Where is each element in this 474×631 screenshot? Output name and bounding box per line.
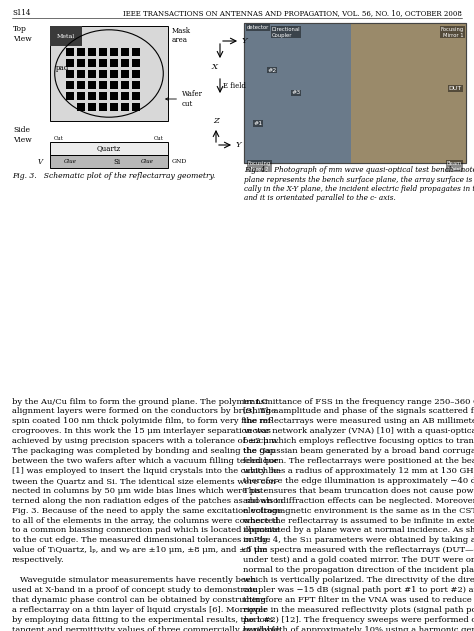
Text: X: X [212,63,218,71]
Bar [66,92,74,100]
Bar [50,26,168,121]
Bar [110,48,118,56]
Text: Fig. 4.   Photograph of mm wave quasi-optical test bench—note that the Y-Z
plane: Fig. 4. Photograph of mm wave quasi-opti… [244,166,474,203]
Text: Y: Y [236,141,241,149]
Bar [77,48,85,56]
Text: Wafer
cut: Wafer cut [166,90,203,108]
Bar [244,23,466,163]
Bar [77,92,85,100]
Text: DUT: DUT [449,86,462,91]
Bar [88,48,96,56]
Text: #3: #3 [292,90,301,95]
Text: Cut: Cut [54,136,64,141]
Text: Z: Z [213,117,219,125]
Bar [110,103,118,111]
Text: Directional
Coupler: Directional Coupler [272,27,301,38]
Bar [66,48,74,56]
Text: Glue: Glue [64,159,77,164]
Bar [88,70,96,78]
Text: detector: detector [247,25,269,30]
Text: Top
View: Top View [13,25,32,43]
Bar [50,155,168,168]
Bar [132,48,140,56]
Bar [110,59,118,67]
Text: Mask
area: Mask area [172,27,191,44]
Text: S114: S114 [12,9,30,17]
Bar [99,81,107,89]
Bar [88,103,96,111]
Text: IEEE TRANSACTIONS ON ANTENNAS AND PROPAGATION, VOL. 56, NO. 10, OCTOBER 2008: IEEE TRANSACTIONS ON ANTENNAS AND PROPAG… [123,9,462,17]
Bar [88,81,96,89]
Text: transmittance of FSS in the frequency range 250–360 GHz
[9]. The amplitude and p: transmittance of FSS in the frequency ra… [243,398,474,631]
Bar [121,48,129,56]
Bar [99,48,107,56]
Bar [132,59,140,67]
Text: Si: Si [113,158,120,165]
Bar [50,142,168,155]
Bar [110,70,118,78]
Bar [88,59,96,67]
Bar [121,92,129,100]
Bar [99,59,107,67]
Text: Fig. 3.   Schematic plot of the reflectarray geometry.: Fig. 3. Schematic plot of the reflectarr… [12,172,215,180]
Bar [99,92,107,100]
Text: #1: #1 [254,121,263,126]
Bar [132,81,140,89]
Text: Quartz: Quartz [97,144,121,153]
Text: Metal: Metal [57,33,75,38]
Bar [351,23,466,163]
Text: Glue: Glue [141,159,154,164]
Text: Focusing
Mirror 1: Focusing Mirror 1 [441,27,464,38]
Bar [244,23,466,163]
Text: GND: GND [172,159,187,164]
Bar [66,81,74,89]
Bar [77,59,85,67]
Bar [110,81,118,89]
Text: Cut: Cut [154,136,164,141]
Text: #2: #2 [267,68,277,73]
Bar [121,70,129,78]
Bar [132,103,140,111]
Bar [244,23,351,163]
Text: V: V [37,158,43,165]
Text: Focusing
Mirror 2: Focusing Mirror 2 [248,161,271,172]
Bar [77,81,85,89]
Text: by the Au/Cu film to form the ground plane. The polymer LC
alignment layers were: by the Au/Cu film to form the ground pla… [12,398,288,631]
Bar [77,70,85,78]
Bar [66,70,74,78]
Bar [132,70,140,78]
Bar [66,59,74,67]
Text: Y: Y [242,37,247,45]
Bar [99,103,107,111]
Bar [121,59,129,67]
Bar [121,81,129,89]
Text: Beam
Waist: Beam Waist [447,161,462,172]
Text: Side
View: Side View [13,126,32,144]
Bar [99,70,107,78]
Bar [77,103,85,111]
Bar [132,92,140,100]
Text: E field: E field [223,82,246,90]
Bar [88,92,96,100]
Bar [50,26,82,46]
Bar [110,92,118,100]
Bar [121,103,129,111]
Text: pad: pad [55,64,69,73]
